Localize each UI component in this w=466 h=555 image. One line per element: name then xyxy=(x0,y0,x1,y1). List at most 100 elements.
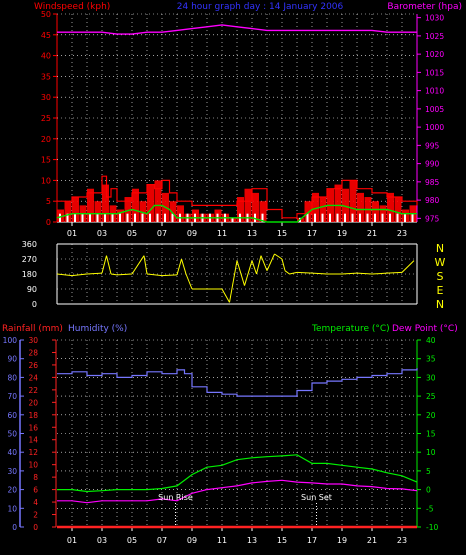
dir-letter-label: W xyxy=(435,256,446,269)
wind-tick-label: 40 xyxy=(41,52,51,61)
dir-series-segment xyxy=(221,288,230,303)
wind-low-mark xyxy=(164,213,166,222)
dir-letter-label: E xyxy=(437,284,444,297)
wind-low-mark xyxy=(366,213,369,222)
wind-bar xyxy=(132,188,139,222)
dir-series-segment xyxy=(181,258,187,275)
temperature-series-line xyxy=(57,454,418,493)
top-hour-label: 23 xyxy=(397,229,407,238)
wind-low-mark xyxy=(74,213,76,222)
bottom-hour-label: 19 xyxy=(337,536,347,545)
rain-tick-label: 26 xyxy=(28,361,38,370)
wind-low-mark xyxy=(321,213,324,222)
wind-tick-label: 35 xyxy=(41,72,51,81)
wind-bar xyxy=(312,192,319,222)
wind-bar xyxy=(334,184,342,222)
temp-tick-label: 20 xyxy=(426,411,436,420)
baro-tick-label: 1030 xyxy=(425,14,444,23)
wind-bar xyxy=(304,201,312,222)
baro-tick-label: 1020 xyxy=(425,50,444,59)
humidity-tick-label: 90 xyxy=(7,355,17,364)
wind-bar xyxy=(72,197,79,222)
wind-bar xyxy=(342,188,349,222)
dir-series-segment xyxy=(131,255,145,275)
top-hour-label: 01 xyxy=(67,229,77,238)
humidity-tick-label: 50 xyxy=(7,430,17,439)
temp-tick-label: -10 xyxy=(426,523,438,532)
dir-series-segment xyxy=(110,273,118,276)
rain-tick-label: 16 xyxy=(28,423,38,432)
dir-series-segment xyxy=(356,272,373,275)
avg-wind-series-line xyxy=(56,204,417,223)
dir-tick-label: 180 xyxy=(22,270,37,279)
wind-low-mark xyxy=(389,213,391,222)
baro-axis-title: Barometer (hpa) xyxy=(387,2,462,12)
dir-series-segment xyxy=(101,255,107,274)
wind-bar xyxy=(357,192,364,222)
top-hour-label: 03 xyxy=(97,229,107,238)
dir-letter-label: S xyxy=(437,270,444,283)
bottom-hour-label: 17 xyxy=(307,536,317,545)
wind-bar xyxy=(87,188,94,222)
baro-tick-label: 985 xyxy=(425,178,440,187)
baro-tick-label: 1010 xyxy=(425,87,444,96)
wind-low-mark xyxy=(344,213,346,222)
sunset-label: Sun Set xyxy=(301,493,332,502)
top-hour-label: 13 xyxy=(247,229,257,238)
humidity-tick-label: 20 xyxy=(7,486,17,495)
dir-series-segment xyxy=(146,273,163,277)
wind-bar xyxy=(394,197,402,222)
wind-tick-label: 5 xyxy=(46,197,51,206)
wind-tick-label: 25 xyxy=(41,114,51,123)
wind-bar xyxy=(147,184,154,222)
dew-axis-title: Dew Point (°C) xyxy=(392,324,458,334)
rain-tick-label: 8 xyxy=(33,473,38,482)
dir-series-segment xyxy=(371,272,388,275)
baro-tick-label: 1005 xyxy=(425,105,444,114)
wind-low-mark xyxy=(306,213,309,222)
wind-tick-label: 30 xyxy=(41,93,51,102)
wind-low-mark xyxy=(156,213,159,222)
dir-series-segment xyxy=(311,272,328,275)
dir-series-segment xyxy=(244,260,253,286)
bottom-hour-label: 11 xyxy=(217,536,227,545)
dir-series-segment xyxy=(296,271,313,274)
wind-tick-label: 20 xyxy=(41,135,51,144)
bottom-hour-label: 13 xyxy=(247,536,257,545)
wind-low-mark xyxy=(171,213,174,222)
dir-series-segment xyxy=(274,253,283,260)
wind-low-mark xyxy=(66,213,69,222)
top-hour-label: 11 xyxy=(217,229,227,238)
dir-series-segment xyxy=(229,260,238,303)
wind-low-mark xyxy=(359,213,361,222)
baro-tick-label: 1015 xyxy=(425,68,444,77)
humidity-tick-label: 0 xyxy=(12,523,17,532)
dir-series-segment xyxy=(176,258,182,275)
top-hour-label: 07 xyxy=(157,229,167,238)
humidity-tick-label: 40 xyxy=(7,448,17,457)
wind-low-mark xyxy=(59,213,61,222)
wind-tick-label: 10 xyxy=(41,176,51,185)
wind-low-mark xyxy=(111,213,114,222)
bottom-hour-label: 09 xyxy=(187,536,197,545)
temp-tick-label: 10 xyxy=(426,448,436,457)
dir-series-segment xyxy=(401,260,415,273)
dir-series-segment xyxy=(386,271,403,274)
wind-low-mark xyxy=(141,213,144,222)
wind-bar xyxy=(64,201,72,222)
top-hour-label: 09 xyxy=(187,229,197,238)
dir-series-segment xyxy=(71,273,88,277)
wind-low-mark xyxy=(119,213,121,222)
wind-low-mark xyxy=(314,213,316,222)
top-hour-label: 05 xyxy=(127,229,137,238)
dir-letter-label: N xyxy=(436,298,444,311)
humidity-series-line xyxy=(57,368,418,397)
rain-tick-label: 24 xyxy=(28,373,38,382)
temp-tick-label: 5 xyxy=(426,467,431,476)
dir-series-segment xyxy=(251,260,257,275)
dir-series-segment xyxy=(116,273,133,276)
wind-tick-label: 50 xyxy=(41,10,51,19)
wind-low-mark xyxy=(381,213,384,222)
top-hour-label: 21 xyxy=(367,229,377,238)
